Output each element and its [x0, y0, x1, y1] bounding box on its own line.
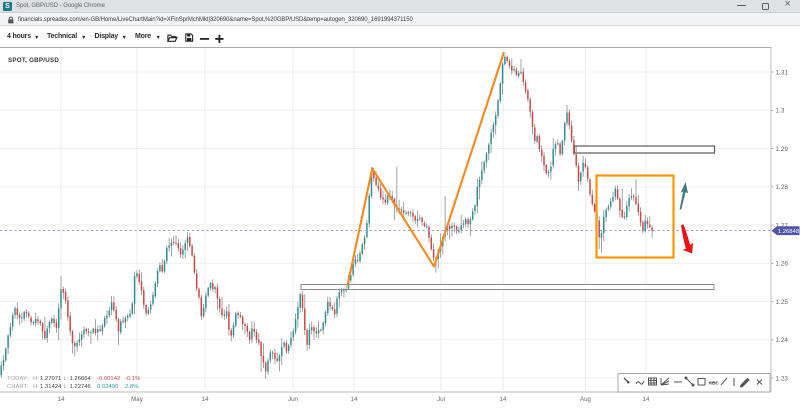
svg-text:1.29: 1.29: [776, 146, 789, 153]
svg-text:14: 14: [202, 396, 209, 403]
svg-text:1.24: 1.24: [776, 337, 789, 344]
svg-text:Jul: Jul: [437, 396, 445, 403]
svg-text:L:: L:: [64, 376, 69, 382]
svg-text:L:: L:: [64, 384, 69, 390]
svg-text:14: 14: [351, 396, 358, 403]
svg-text:Jun: Jun: [288, 396, 299, 403]
svg-text:14: 14: [58, 396, 65, 403]
svg-text:Aug: Aug: [580, 396, 592, 403]
svg-text:14: 14: [643, 396, 650, 403]
svg-text:1.26: 1.26: [776, 261, 789, 268]
svg-text:-0.00142: -0.00142: [97, 376, 120, 382]
svg-text:1.25: 1.25: [776, 299, 789, 306]
svg-text:1.27071: 1.27071: [40, 376, 61, 382]
svg-text:May: May: [131, 396, 144, 403]
svg-text:1.31424: 1.31424: [40, 384, 62, 390]
svg-text:0.03490: 0.03490: [97, 384, 119, 390]
svg-text:CHART:: CHART:: [7, 384, 29, 390]
svg-text:SPOT, GBP/USD: SPOT, GBP/USD: [8, 57, 59, 64]
svg-text:1.27: 1.27: [776, 222, 789, 229]
svg-text:1.3: 1.3: [776, 108, 785, 115]
svg-text:-0.1%: -0.1%: [125, 376, 141, 382]
svg-text:H:: H:: [33, 376, 39, 382]
svg-text:1.22746: 1.22746: [70, 384, 92, 390]
svg-text:2.8%: 2.8%: [125, 384, 139, 390]
svg-text:1.31: 1.31: [776, 69, 789, 76]
svg-text:1.26848: 1.26848: [778, 229, 800, 235]
svg-text:14: 14: [500, 396, 507, 403]
svg-text:1.26664: 1.26664: [70, 376, 92, 382]
svg-text:1.28: 1.28: [776, 184, 789, 191]
svg-text:H:: H:: [33, 384, 39, 390]
svg-text:ABC: ABC: [709, 381, 720, 387]
svg-text:1.23: 1.23: [776, 375, 789, 382]
svg-text:TODAY:: TODAY:: [7, 376, 28, 382]
